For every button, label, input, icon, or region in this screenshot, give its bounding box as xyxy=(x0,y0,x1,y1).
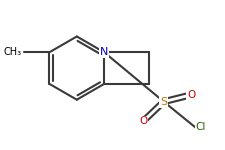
Text: S: S xyxy=(160,97,166,107)
Text: CH₃: CH₃ xyxy=(4,47,22,57)
Text: N: N xyxy=(99,47,108,57)
Text: O: O xyxy=(187,90,195,100)
Text: O: O xyxy=(138,116,146,126)
Text: Cl: Cl xyxy=(194,122,205,132)
